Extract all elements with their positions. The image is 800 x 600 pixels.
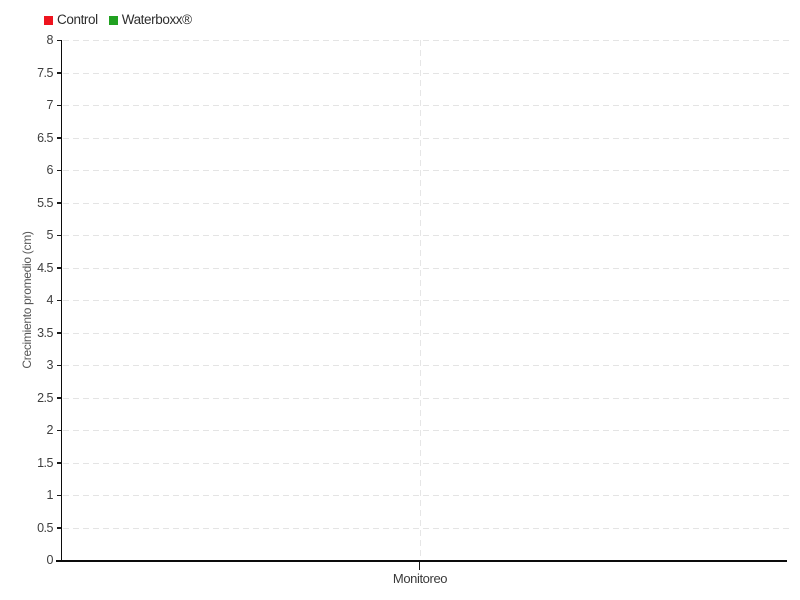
x-axis-line — [56, 560, 787, 562]
y-axis-tick-label: 2 — [46, 423, 54, 437]
gridline-horizontal — [63, 332, 790, 334]
y-axis-tick — [56, 72, 61, 74]
legend-item-control[interactable]: Control — [44, 13, 98, 27]
y-axis-tick-label: 7 — [46, 98, 54, 112]
legend-label: Control — [57, 12, 98, 27]
gridline-horizontal — [63, 40, 790, 41]
gridline-horizontal — [63, 430, 790, 431]
gridline-horizontal — [63, 235, 790, 236]
y-axis-tick — [56, 299, 61, 301]
y-axis-tick — [56, 169, 61, 171]
y-axis-tick-label: 0.5 — [37, 520, 53, 535]
y-axis-line — [60, 40, 62, 561]
gridline-horizontal — [63, 72, 790, 74]
chart-legend: Control Waterboxx® — [44, 13, 192, 27]
y-axis-tick-label: 5.5 — [37, 195, 53, 210]
legend-label: Waterboxx® — [121, 12, 192, 27]
y-axis-tick — [56, 462, 61, 464]
y-axis-tick — [56, 39, 61, 41]
y-axis-tick-label: 1 — [46, 488, 54, 502]
y-axis-tick — [56, 202, 61, 204]
gridline-horizontal — [63, 137, 790, 139]
y-axis-tick — [56, 429, 61, 431]
x-axis-category-label: Monitoreo — [392, 571, 448, 586]
y-axis-tick-label: 5 — [46, 228, 54, 242]
y-axis-tick-label: 8 — [46, 33, 54, 47]
gridline-vertical — [419, 40, 421, 560]
y-axis-tick — [56, 332, 61, 334]
y-axis-tick-label: 6.5 — [37, 130, 53, 145]
y-axis-tick — [56, 104, 61, 106]
gridline-horizontal — [63, 495, 790, 496]
y-axis-tick — [56, 267, 61, 269]
gridline-horizontal — [63, 365, 790, 366]
legend-swatch-icon — [44, 15, 53, 25]
y-axis-tick — [56, 364, 61, 366]
gridline-horizontal — [63, 105, 790, 106]
gridline-horizontal — [63, 267, 790, 269]
y-axis-tick-label: 3.5 — [37, 325, 53, 340]
gridline-horizontal — [63, 300, 790, 301]
y-axis-tick — [56, 397, 61, 399]
y-axis-tick — [56, 527, 61, 529]
y-axis-tick-label: 4.5 — [37, 260, 53, 275]
x-axis-tick — [418, 561, 421, 570]
y-axis-tick-label: 6 — [46, 163, 54, 177]
legend-swatch-icon — [108, 15, 118, 25]
y-axis-tick — [56, 494, 61, 496]
y-axis-tick-label: 7.5 — [37, 65, 53, 80]
y-axis-tick-label: 4 — [46, 293, 54, 307]
gridline-horizontal — [63, 170, 790, 171]
y-axis-tick-label: 0 — [46, 553, 54, 567]
y-axis-tick-label: 1.5 — [37, 455, 53, 470]
gridline-horizontal — [63, 527, 790, 529]
y-axis-tick-label: 2.5 — [37, 390, 53, 405]
y-axis-tick — [56, 234, 61, 236]
gridline-horizontal — [63, 397, 790, 399]
y-axis-tick-label: 3 — [46, 358, 54, 372]
legend-item-waterboxx[interactable]: Waterboxx® — [108, 12, 192, 27]
y-axis-tick — [56, 137, 61, 139]
gridline-horizontal — [63, 202, 790, 204]
gridline-horizontal — [63, 462, 790, 464]
